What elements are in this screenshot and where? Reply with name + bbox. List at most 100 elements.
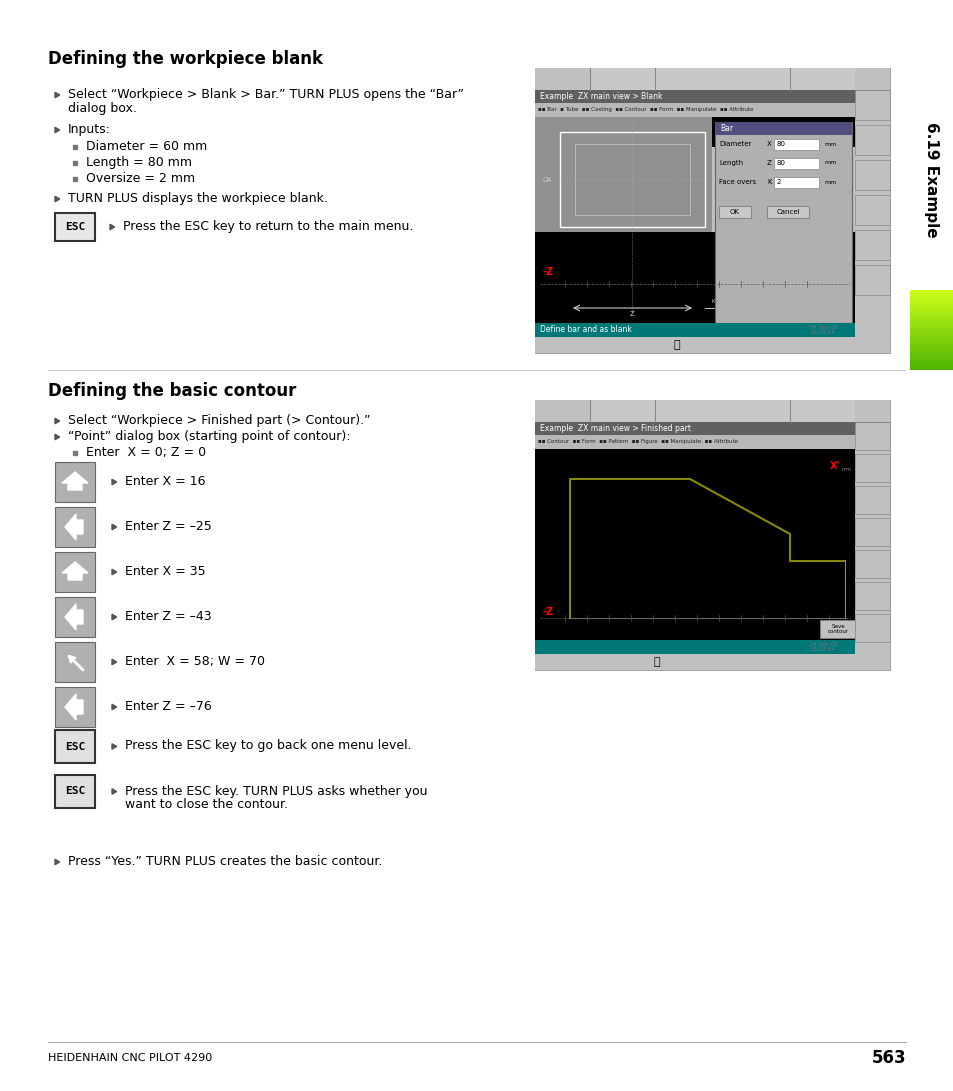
Bar	[854, 518, 889, 546]
Text: Diameter: Diameter	[719, 141, 751, 147]
Text: mm: mm	[823, 180, 836, 184]
Text: +: +	[629, 122, 635, 128]
Text: Press the ESC key. TURN PLUS asks whether you: Press the ESC key. TURN PLUS asks whethe…	[125, 784, 427, 798]
Bar	[55, 730, 95, 763]
Bar	[535, 640, 854, 654]
Text: OX: OX	[542, 177, 552, 182]
Text: X: X	[766, 141, 771, 147]
Text: Z: Z	[629, 311, 635, 317]
Text: D4.Sep.02
15:38:54: D4.Sep.02 15:38:54	[809, 325, 838, 335]
Bar	[535, 400, 589, 422]
Text: Press “Yes.” TURN PLUS creates the basic contour.: Press “Yes.” TURN PLUS creates the basic…	[68, 855, 382, 868]
Text: ◆ TURN PLUS: ◆ TURN PLUS	[675, 74, 730, 84]
Bar	[854, 195, 889, 225]
Bar	[854, 125, 889, 155]
Text: Define bar and as blank: Define bar and as blank	[539, 325, 631, 335]
Bar	[773, 158, 818, 169]
Text: want to close the contour.: want to close the contour.	[125, 799, 288, 812]
Bar	[575, 144, 689, 215]
Bar	[854, 454, 889, 482]
Text: ▪▪ Contour  ▪▪ Form  ▪▪ Pattern  ▪▪ Figure  ▪▪ Manipulate  ▪▪ Attribute: ▪▪ Contour ▪▪ Form ▪▪ Pattern ▪▪ Figure …	[537, 440, 738, 444]
Text: 🔍: 🔍	[673, 340, 679, 350]
Bar	[711, 117, 854, 147]
Text: mm: mm	[823, 160, 836, 166]
Text: ⇒: ⇒	[615, 406, 623, 416]
Polygon shape	[55, 434, 60, 440]
Polygon shape	[110, 225, 114, 230]
Bar	[535, 400, 889, 670]
Text: TURN PLUS displays the workpiece blank.: TURN PLUS displays the workpiece blank.	[68, 192, 328, 205]
Polygon shape	[112, 614, 116, 620]
Bar	[535, 89, 889, 103]
Bar	[535, 117, 711, 323]
Text: Example  ZX main view > Blank: Example ZX main view > Blank	[539, 92, 661, 101]
Text: Enter Z = –25: Enter Z = –25	[125, 520, 212, 533]
Bar	[820, 620, 854, 638]
Text: 80: 80	[776, 141, 785, 147]
Bar	[55, 775, 95, 808]
Polygon shape	[55, 196, 60, 202]
Bar	[535, 103, 854, 117]
Polygon shape	[62, 562, 88, 580]
Text: Length = 80 mm: Length = 80 mm	[86, 156, 192, 169]
Bar	[719, 206, 750, 218]
Text: ⇒: ⇒	[615, 74, 623, 84]
Bar	[854, 614, 889, 642]
Polygon shape	[112, 789, 116, 794]
Text: Press the ESC key to go back one menu level.: Press the ESC key to go back one menu le…	[125, 740, 411, 753]
Bar	[535, 654, 854, 670]
Text: ▣ Transfer: ▣ Transfer	[800, 407, 843, 416]
Polygon shape	[62, 472, 88, 490]
Polygon shape	[55, 860, 60, 865]
Bar	[535, 422, 889, 435]
Text: Press the ESC key to return to the main menu.: Press the ESC key to return to the main …	[123, 220, 413, 233]
Bar	[854, 485, 889, 514]
Text: -Z: -Z	[542, 267, 554, 277]
Polygon shape	[112, 744, 116, 750]
Text: Inputs:: Inputs:	[68, 123, 111, 136]
Bar	[535, 323, 854, 337]
Polygon shape	[55, 93, 60, 98]
Text: “Point” dialog box (starting point of contour):: “Point” dialog box (starting point of co…	[68, 430, 350, 443]
Text: OK: OK	[729, 209, 740, 215]
Bar	[55, 597, 95, 637]
Text: ◆ TURN PLUS: ◆ TURN PLUS	[675, 407, 730, 416]
Text: K: K	[766, 179, 771, 185]
Bar	[854, 230, 889, 260]
Bar	[55, 642, 95, 682]
Bar	[55, 552, 95, 592]
Bar	[854, 400, 889, 422]
Text: Length: Length	[719, 160, 742, 166]
Text: ▪: ▪	[546, 74, 554, 84]
Text: X': X'	[829, 461, 840, 471]
Text: ESC: ESC	[65, 221, 85, 232]
Text: D4.Sep.02
15:42:44: D4.Sep.02 15:42:44	[809, 642, 838, 652]
Text: Oversize = 2 mm: Oversize = 2 mm	[86, 172, 195, 185]
Bar	[535, 400, 854, 422]
Bar	[535, 232, 854, 323]
Text: K: K	[711, 299, 714, 304]
Bar	[535, 68, 889, 353]
Bar	[773, 177, 818, 188]
Text: Diameter = 60 mm: Diameter = 60 mm	[86, 140, 207, 153]
Polygon shape	[55, 418, 60, 423]
Bar	[535, 449, 854, 640]
Bar	[714, 122, 851, 135]
Text: Cancel: Cancel	[776, 209, 799, 215]
Text: Example  ZX main view > Finished part: Example ZX main view > Finished part	[539, 424, 690, 433]
Bar	[773, 139, 818, 149]
Text: Enter X = 16: Enter X = 16	[125, 475, 205, 488]
Text: 2: 2	[776, 179, 781, 185]
Bar	[854, 68, 889, 89]
Bar	[854, 160, 889, 190]
Text: Face overs: Face overs	[719, 179, 756, 185]
Polygon shape	[65, 604, 83, 630]
Text: Bar: Bar	[720, 124, 732, 133]
Polygon shape	[112, 525, 116, 530]
Bar	[55, 507, 95, 547]
Bar	[55, 461, 95, 502]
Text: Enter X = 35: Enter X = 35	[125, 565, 206, 578]
Bar	[55, 687, 95, 727]
Bar	[854, 422, 889, 449]
Bar	[854, 582, 889, 610]
